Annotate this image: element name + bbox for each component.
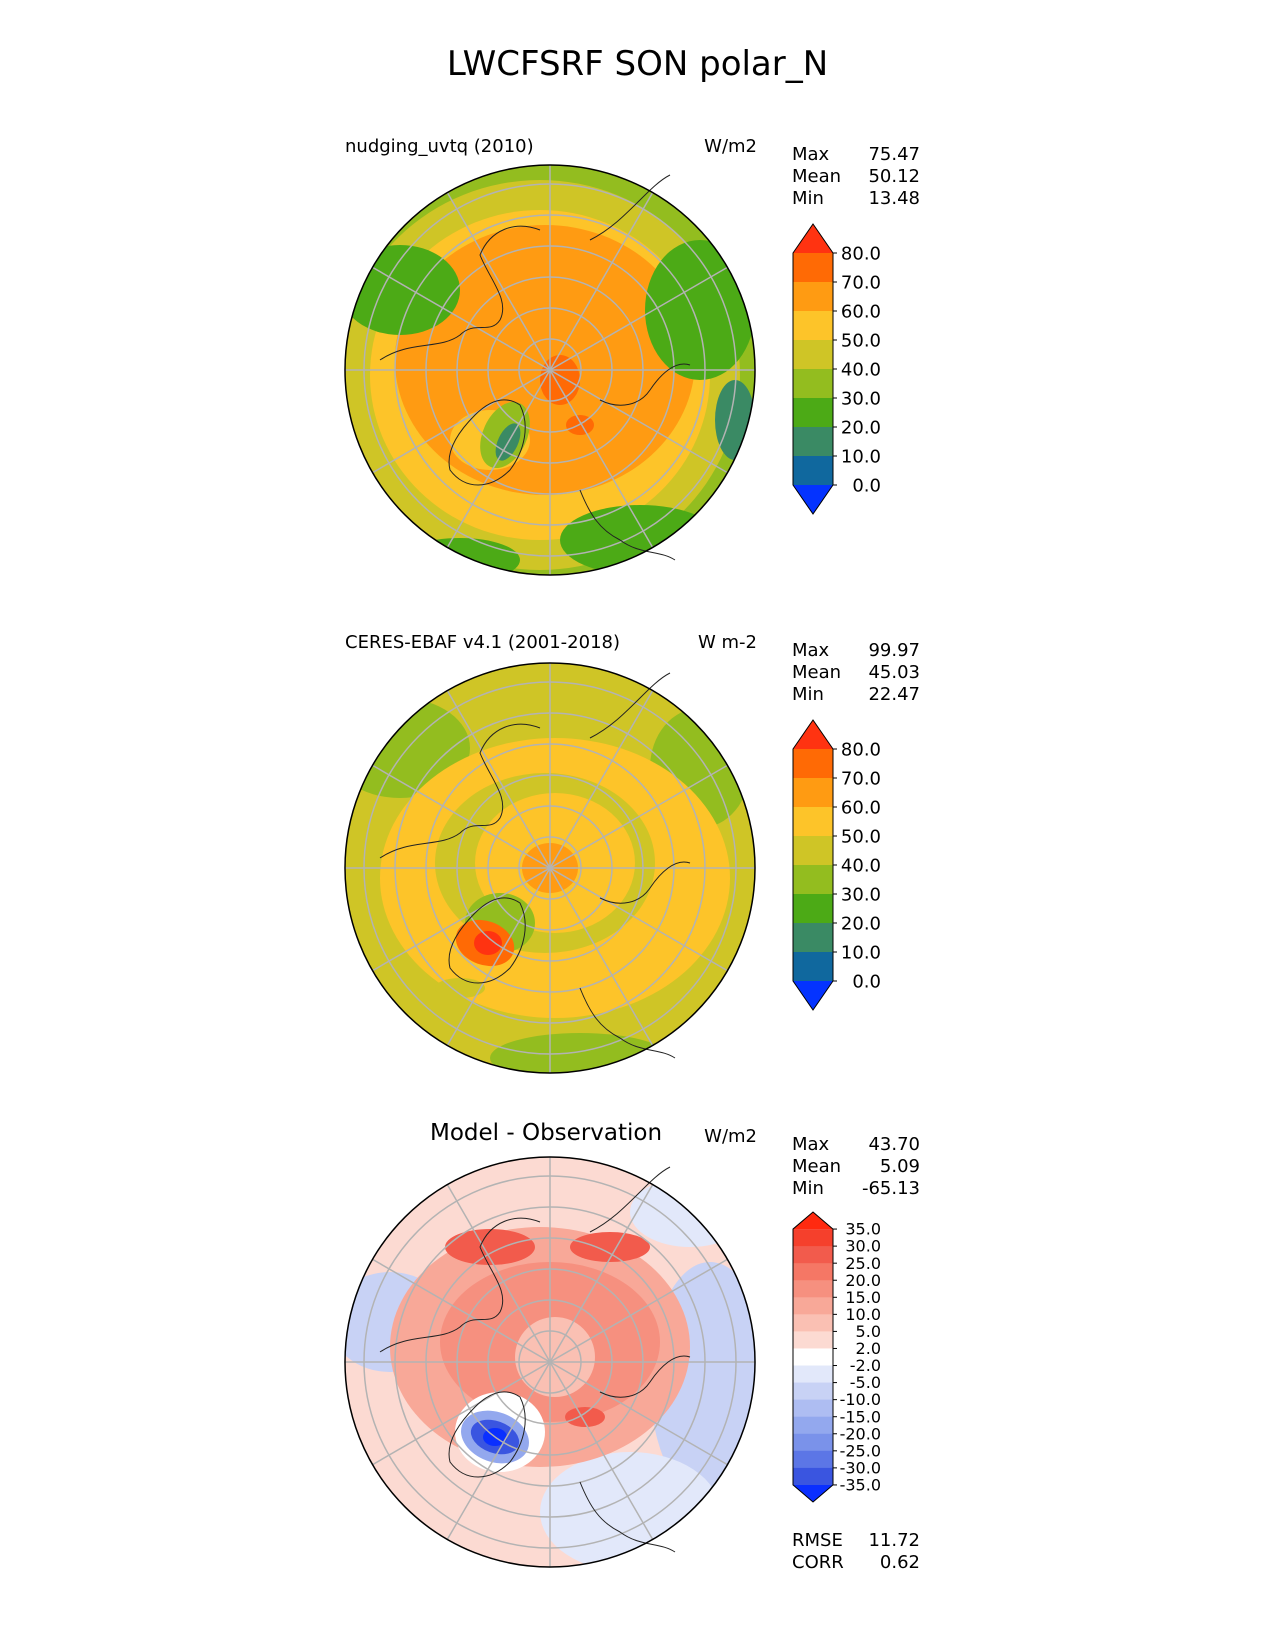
colorbar-tick-label: 25.0 — [845, 1254, 881, 1273]
colorbar-segment — [793, 456, 833, 486]
colorbar-tick-label: 20.0 — [845, 1271, 881, 1290]
panel-1-units: W/m2 — [704, 136, 757, 157]
stat-corr: CORR 0.62 — [792, 1552, 920, 1573]
colorbar-segment — [793, 836, 833, 866]
colorbar-segment — [793, 1263, 833, 1281]
panel-2-title: CERES-EBAF v4.1 (2001-2018) — [345, 632, 621, 653]
stat-mean: Mean 5.09 — [792, 1156, 920, 1177]
panel-3-map — [344, 1156, 756, 1568]
stat-mean: Mean 50.12 — [792, 166, 920, 187]
colorbar-segment — [793, 952, 833, 982]
colorbar-tick-label: 15.0 — [845, 1288, 881, 1307]
colorbar-segment — [793, 807, 833, 837]
colorbar-segment — [793, 1280, 833, 1298]
colorbar-segment — [793, 485, 833, 514]
colorbar-tick-label: 70.0 — [841, 768, 881, 789]
colorbar-segment — [793, 253, 833, 283]
colorbar-segment — [793, 1297, 833, 1315]
colorbar-segment — [793, 224, 833, 253]
colorbar-segment — [793, 311, 833, 341]
colorbar-tick-label: 30.0 — [841, 388, 881, 409]
colorbar-segment — [793, 778, 833, 808]
stat-rmse: RMSE 11.72 — [792, 1530, 920, 1551]
colorbar-segment — [793, 1348, 833, 1367]
colorbar-tick-label: -35.0 — [840, 1476, 881, 1495]
colorbar-tick-label: 60.0 — [841, 797, 881, 818]
panel-1-title: nudging_uvtq (2010) — [345, 136, 534, 157]
colorbar-segment — [793, 1450, 833, 1469]
panel-2-colorbar: 80.0 70.0 60.0 50.0 40.0 30.0 20.0 10.0 0.0 — [792, 719, 881, 1011]
colorbar-segment — [793, 865, 833, 895]
stat-max: Max 75.47 — [792, 144, 920, 165]
figure-title: LWCFSRF SON polar_N — [446, 44, 829, 84]
colorbar-tick-label: 30.0 — [841, 884, 881, 905]
panel-3-units: W/m2 — [704, 1126, 757, 1147]
colorbar-tick-label: -25.0 — [840, 1441, 881, 1460]
colorbar-tick-label: 20.0 — [841, 913, 881, 934]
colorbar-tick-label: 10.0 — [841, 942, 881, 963]
colorbar-tick-label: -10.0 — [840, 1390, 881, 1409]
colorbar-segment — [793, 1382, 833, 1401]
colorbar-segment — [793, 1416, 833, 1435]
colorbar-segment — [793, 1399, 833, 1418]
panel-3-stats: Max 43.70 Mean 5.09 Min -65.13 — [792, 1134, 920, 1200]
stat-max: Max 43.70 — [792, 1134, 920, 1155]
stat-max: Max 99.97 — [792, 640, 920, 661]
colorbar-segment — [793, 1212, 833, 1230]
colorbar-tick-label: 2.0 — [856, 1339, 881, 1358]
colorbar-tick-label: -5.0 — [850, 1373, 881, 1392]
colorbar-segment — [793, 340, 833, 370]
colorbar-segment — [793, 282, 833, 312]
panel-2-units: W m-2 — [697, 632, 757, 653]
panel-3-colorbar: 35.030.025.020.015.010.05.02.0-2.0-5.0-1… — [792, 1211, 881, 1503]
colorbar-segment — [793, 720, 833, 749]
colorbar-tick-label: -15.0 — [840, 1407, 881, 1426]
colorbar-tick-label: 70.0 — [841, 272, 881, 293]
colorbar-tick-label: 5.0 — [856, 1322, 881, 1341]
colorbar-segment — [793, 981, 833, 1010]
colorbar-tick-label: 20.0 — [841, 417, 881, 438]
colorbar-segment — [793, 894, 833, 924]
colorbar-tick-label: 50.0 — [841, 826, 881, 847]
panel-2-map — [344, 662, 756, 1074]
colorbar-tick-label: 0.0 — [852, 475, 881, 496]
panel-3-title: Model - Observation — [430, 1120, 663, 1146]
colorbar-segment — [793, 398, 833, 428]
colorbar-segment — [793, 1229, 833, 1247]
colorbar-tick-label: -30.0 — [840, 1458, 881, 1477]
colorbar-segment — [793, 1331, 833, 1349]
stat-min: Min 13.48 — [792, 188, 920, 209]
colorbar-tick-label: 40.0 — [841, 359, 881, 380]
colorbar-tick-label: 35.0 — [845, 1220, 881, 1239]
colorbar-segment — [793, 1365, 833, 1384]
colorbar-tick-label: 80.0 — [841, 243, 881, 264]
colorbar-tick-label: -2.0 — [850, 1356, 881, 1375]
colorbar-segment — [793, 369, 833, 399]
colorbar-segment — [793, 1467, 833, 1486]
colorbar-segment — [793, 1314, 833, 1332]
colorbar-tick-label: 30.0 — [845, 1237, 881, 1256]
colorbar-tick-label: -20.0 — [840, 1424, 881, 1443]
stat-min: Min 22.47 — [792, 684, 920, 705]
colorbar-tick-label: 80.0 — [841, 739, 881, 760]
colorbar-segment — [793, 749, 833, 779]
colorbar-tick-label: 10.0 — [841, 446, 881, 467]
colorbar-tick-label: 40.0 — [841, 855, 881, 876]
colorbar-tick-label: 0.0 — [852, 971, 881, 992]
colorbar-segment — [793, 1246, 833, 1264]
panel-1-stats: Max 75.47 Mean 50.12 Min 13.48 — [792, 144, 920, 210]
colorbar-segment — [793, 1484, 833, 1502]
colorbar-tick-label: 60.0 — [841, 301, 881, 322]
panel-1-map — [344, 164, 756, 576]
panel-2-stats: Max 99.97 Mean 45.03 Min 22.47 — [792, 640, 920, 706]
stat-mean: Mean 45.03 — [792, 662, 920, 683]
colorbar-segment — [793, 1433, 833, 1452]
colorbar-segment — [793, 427, 833, 457]
colorbar-tick-label: 50.0 — [841, 330, 881, 351]
panel-3-extra-stats: RMSE 11.72 CORR 0.62 — [792, 1530, 920, 1574]
stat-min: Min -65.13 — [792, 1178, 920, 1199]
panel-1-colorbar: 80.0 70.0 60.0 50.0 40.0 30.0 20.0 10.0 0.0 — [792, 223, 881, 515]
colorbar-segment — [793, 923, 833, 953]
colorbar-tick-label: 10.0 — [845, 1305, 881, 1324]
